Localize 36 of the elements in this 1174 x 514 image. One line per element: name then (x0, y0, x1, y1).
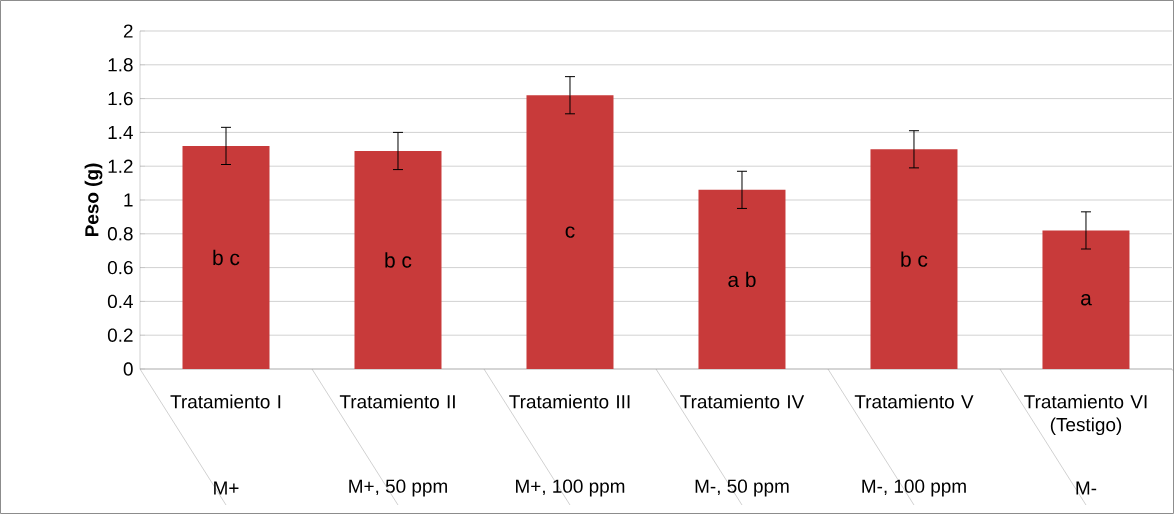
x-tick-label: Tratamiento I (170, 394, 281, 409)
y-axis-title: Peso (g) (84, 163, 103, 237)
annotation: a b (728, 271, 756, 288)
bar (526, 95, 614, 369)
y-tick-label: 1.2 (108, 159, 133, 173)
text: M+, 50 ppm (349, 479, 447, 497)
x-tick-label: Tratamiento V (854, 394, 974, 409)
bar (1042, 230, 1130, 369)
y-tick-label: 1 (124, 193, 133, 207)
bar (870, 149, 958, 369)
y-tick-label: 0.8 (107, 227, 133, 241)
x-tick-label: Tratamiento IV (680, 394, 805, 409)
x-tick-label: Tratamiento VI (Testigo) (1024, 394, 1147, 436)
annotation: b c (213, 249, 240, 266)
y-tick-label: 2 (123, 24, 133, 38)
text: M-, 50 ppm (695, 479, 789, 497)
y-tick-label: 1.4 (108, 125, 133, 139)
annotation: a (1081, 293, 1092, 306)
annotation: b c (385, 252, 412, 268)
y-tick-label: 1.8 (108, 58, 133, 72)
bar (698, 189, 786, 369)
bar (354, 150, 442, 369)
annotation: b c (901, 251, 928, 267)
bar (182, 145, 270, 369)
y-tick-label: 0.4 (107, 294, 133, 309)
y-tick-label: 0.2 (107, 328, 133, 342)
y-tick-label: 1.6 (108, 91, 133, 106)
x-tick-label: Tratamiento II (339, 394, 455, 409)
text: M-, 100 ppm (862, 479, 966, 497)
y-tick-label: 0.6 (107, 260, 133, 275)
y-tick-label: 0 (123, 362, 133, 376)
annotation: c (565, 226, 575, 238)
text: M+, 100 ppm (516, 479, 625, 497)
text: M- (1076, 481, 1097, 495)
text: M+ (214, 481, 239, 495)
x-tick-label: Tratamiento III (509, 394, 630, 409)
